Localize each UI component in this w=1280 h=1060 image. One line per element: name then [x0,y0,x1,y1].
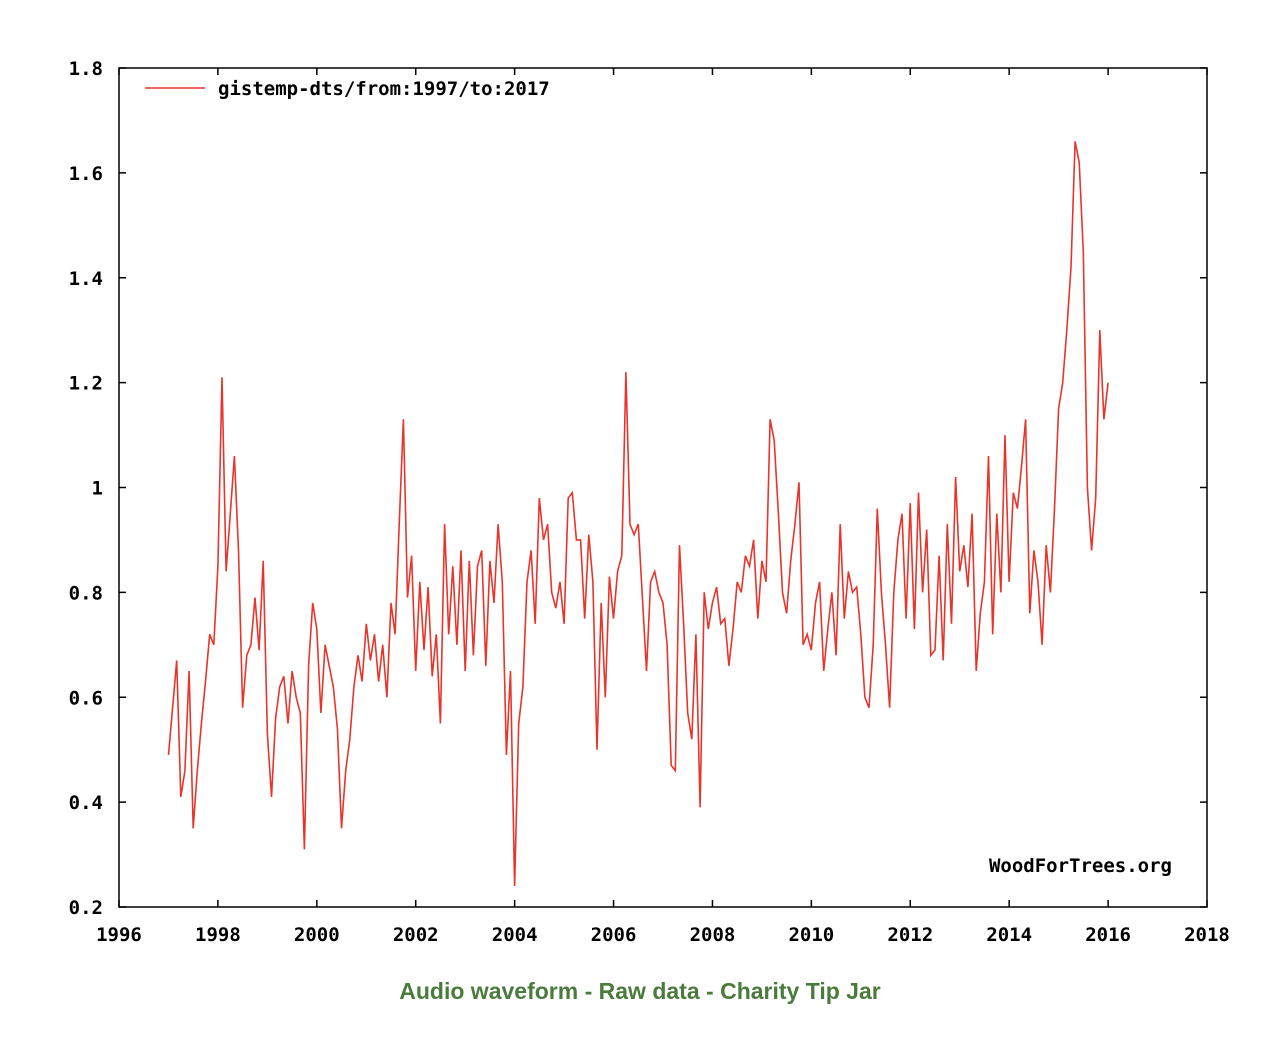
x-tick-label: 2008 [690,924,736,946]
x-tick-label: 2014 [986,924,1032,946]
charity-tip-jar-link[interactable]: Charity Tip Jar [720,978,881,1004]
y-tick-label: 1.8 [69,58,103,80]
y-tick-label: 1.4 [69,268,103,290]
y-tick-label: 0.4 [69,792,103,814]
x-tick-label: 2002 [393,924,439,946]
x-tick-label: 1998 [195,924,241,946]
chart-container: 0.2 0.4 0.6 0.8 1 1.2 1.4 1.6 1.8 1996 1998 2000 20… [69,58,1230,946]
watermark-text: WoodForTrees.org [989,855,1172,877]
y-tick-label: 0.2 [69,897,103,919]
plot-frame [118,67,1208,908]
x-tick-label: 2006 [591,924,637,946]
series-line [167,141,1109,887]
link-separator: - [584,978,593,1004]
line-chart: 0.2 0.4 0.6 0.8 1 1.2 1.4 1.6 1.8 1996 1998 2000 20… [69,58,1230,946]
x-tick-label: 2000 [294,924,340,946]
x-tick-label: 2018 [1184,924,1230,946]
y-tick-label: 0.8 [69,582,103,604]
y-tick-label: 1.6 [69,163,103,185]
y-tick-label: 1.2 [69,373,103,395]
x-tick-label: 2010 [788,924,834,946]
y-tick-label: 0.6 [69,687,103,709]
x-tick-label: 2004 [492,924,538,946]
x-tick-label: 2016 [1085,924,1131,946]
x-tick-label: 2012 [887,924,933,946]
x-tick-label: 1996 [96,924,142,946]
raw-data-link[interactable]: Raw data [598,978,700,1004]
footer-links: Audio waveform - Raw data - Charity Tip … [0,978,1280,1005]
link-separator: - [706,978,714,1004]
audio-waveform-link[interactable]: Audio waveform [399,978,579,1004]
y-tick-label: 1 [92,478,103,500]
legend-label: gistemp-dts/from:1997/to:2017 [218,78,550,100]
